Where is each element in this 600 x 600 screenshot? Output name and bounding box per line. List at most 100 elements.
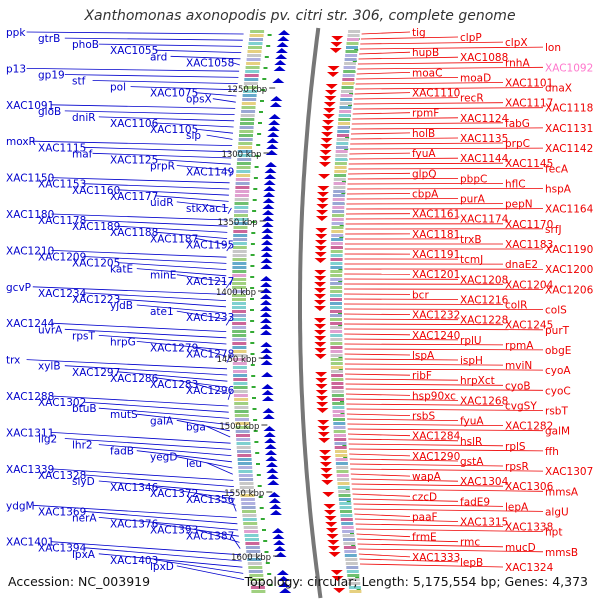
composition-block: [236, 170, 251, 173]
gene-label-reverse: XAC1149: [186, 167, 234, 179]
gene-label-reverse: gcvP: [6, 282, 31, 294]
leader-line-reverse: [117, 225, 228, 233]
reverse-gene-arrow: [260, 300, 272, 305]
leader-line-reverse: [51, 395, 229, 407]
reverse-gene-arrow: [269, 102, 282, 107]
gene-label-reverse: lhr2: [72, 440, 93, 452]
leader-line-reverse: [32, 504, 237, 518]
composition-block: [232, 270, 247, 273]
composition-block: [240, 498, 255, 501]
leader-line-forward: [357, 66, 544, 70]
leader-line-forward: [353, 508, 544, 512]
gene-label-reverse: XAC1125: [110, 154, 158, 166]
gene-label-reverse: XAC1223: [72, 294, 120, 306]
forward-gene-arrow: [315, 234, 328, 239]
composition-block: [330, 318, 342, 321]
leader-line-reverse: [170, 55, 241, 60]
gene-label-forward: XAC1304: [460, 476, 509, 488]
composition-block: [330, 342, 343, 345]
composition-block: [337, 478, 350, 481]
forward-gene-arrow: [318, 174, 331, 179]
reverse-gene-arrow: [265, 150, 278, 155]
composition-block: [232, 262, 247, 265]
gene-label-reverse: nerA: [72, 512, 97, 524]
gene-label-forward: XAC1110: [412, 88, 460, 100]
composition-block: [237, 454, 252, 457]
reverse-gene-arrow: [274, 60, 287, 65]
composition-block: [342, 530, 355, 533]
reverse-gene-arrow: [260, 324, 273, 329]
forward-gene-arrow: [323, 108, 336, 113]
composition-block: [232, 326, 247, 329]
composition-block: [346, 570, 359, 573]
gc-skew-mark: [251, 221, 256, 223]
leader-line-reverse: [231, 61, 240, 66]
gene-label-reverse: dniR: [72, 112, 96, 124]
gene-label-forward: XAC1174: [460, 214, 509, 226]
composition-block: [232, 318, 246, 321]
composition-block: [336, 142, 349, 145]
composition-block: [331, 230, 344, 233]
gene-label-forward: glpQ: [412, 168, 437, 180]
gene-label-forward: rsbS: [412, 411, 435, 423]
composition-block: [247, 562, 262, 565]
gene-label-forward: moaC: [412, 67, 442, 79]
gene-label-reverse: XAC1105: [150, 124, 198, 136]
reverse-gene-arrow: [268, 498, 281, 503]
leader-line-reverse: [206, 462, 233, 475]
leader-line-forward: [347, 418, 459, 421]
leader-line-reverse: [83, 401, 229, 413]
gene-label-reverse: ydgM: [6, 500, 35, 512]
gc-skew-mark: [250, 364, 255, 366]
scale-tick-label: 1250 kbp: [227, 85, 267, 95]
gene-label-reverse: XAC1187: [150, 233, 198, 245]
reverse-gene-arrow: [273, 540, 286, 545]
forward-gene-arrow: [320, 468, 333, 473]
reverse-gene-arrow: [261, 228, 274, 233]
reverse-gene-arrow: [267, 480, 280, 485]
composition-block: [250, 586, 265, 589]
scale-tick-label: 1550 kbp: [224, 489, 264, 499]
leader-line-forward: [356, 533, 411, 538]
composition-block: [239, 130, 254, 133]
gene-label-forward: XAC1092: [545, 62, 593, 74]
forward-gene-arrow: [317, 432, 330, 437]
leader-line-forward: [348, 443, 504, 447]
composition-block: [233, 386, 248, 389]
composition-block: [240, 494, 255, 497]
gene-label-forward: holB: [412, 128, 435, 140]
gc-skew-mark: [266, 45, 271, 47]
gc-skew-mark: [252, 397, 256, 399]
forward-gene-arrow: [316, 198, 329, 203]
gene-label-reverse: XAC1180: [6, 209, 54, 221]
scale-tick-label: 1350 kbp: [218, 218, 258, 228]
composition-block: [233, 390, 248, 393]
leader-line-reverse: [83, 474, 234, 487]
leader-line-forward: [347, 433, 411, 437]
leader-line-forward: [358, 56, 459, 60]
forward-gene-arrow: [330, 42, 343, 47]
leader-line-reverse: [117, 371, 228, 382]
gene-label-reverse: stkXac1: [186, 203, 228, 215]
leader-line-reverse: [231, 499, 237, 512]
composition-block: [234, 198, 249, 201]
composition-block: [340, 94, 353, 97]
reverse-gene-arrow: [276, 570, 289, 575]
composition-block: [331, 222, 344, 225]
gene-label-reverse: xylB: [38, 361, 61, 373]
gene-label-reverse: pol: [110, 82, 126, 94]
composition-block: [346, 566, 359, 569]
gene-label-forward: fyuA: [412, 148, 436, 160]
gene-label-forward: XAC1164: [545, 204, 594, 216]
composition-block: [240, 118, 255, 121]
gene-label-reverse: katE: [110, 264, 133, 276]
leader-line-forward: [352, 117, 459, 120]
gene-label-forward: XAC1290: [412, 451, 460, 463]
composition-block: [330, 354, 343, 357]
composition-block: [331, 370, 343, 373]
gene-label-forward: fadE9: [460, 496, 490, 508]
composition-block: [249, 34, 264, 37]
gc-skew-mark: [254, 441, 259, 443]
gc-skew-mark: [251, 375, 256, 377]
gc-skew-mark: [257, 133, 262, 135]
